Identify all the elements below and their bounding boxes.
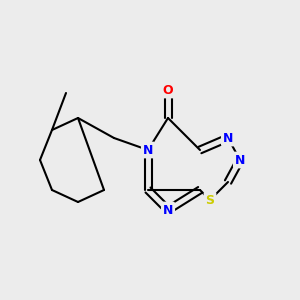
Text: O: O (163, 83, 173, 97)
Text: N: N (143, 143, 153, 157)
Text: S: S (206, 194, 214, 206)
Text: N: N (235, 154, 245, 166)
Text: N: N (163, 203, 173, 217)
Text: N: N (223, 131, 233, 145)
